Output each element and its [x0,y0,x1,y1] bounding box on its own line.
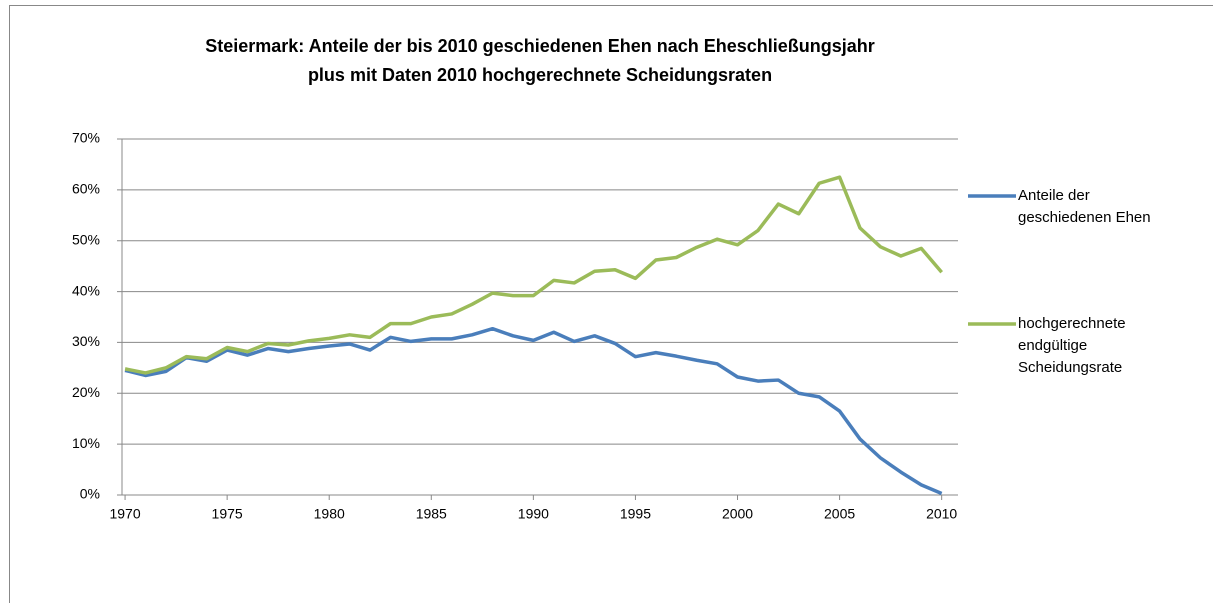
x-tick-label: 2005 [824,506,855,522]
y-tick-label: 0% [80,486,100,502]
y-tick-label: 30% [72,333,100,349]
x-tick-label: 1970 [109,506,140,522]
y-tick-label: 60% [72,181,100,197]
y-tick-label: 20% [72,384,100,400]
x-tick-label: 1975 [212,506,243,522]
y-tick-label: 70% [72,130,100,146]
series-line [124,326,943,496]
chart-frame [9,5,1213,603]
x-tick-label: 1995 [620,506,651,522]
legend-label: Anteile der geschiedenen Ehen [1018,187,1151,226]
x-tick-label: 1990 [518,506,549,522]
chart-title: plus mit Daten 2010 hochgerechnete Schei… [308,65,772,85]
x-tick-label: 1980 [314,506,345,522]
x-tick-label: 2000 [722,506,753,522]
series-line [124,175,943,375]
x-tick-label: 2010 [926,506,957,522]
chart-title: Steiermark: Anteile der bis 2010 geschie… [205,36,875,56]
legend-label: hochgerechnete endgültige Scheidungsrate [1018,315,1126,376]
y-tick-label: 40% [72,282,100,298]
x-tick-label: 1985 [416,506,447,522]
y-tick-label: 10% [72,435,100,451]
y-tick-label: 50% [72,231,100,247]
